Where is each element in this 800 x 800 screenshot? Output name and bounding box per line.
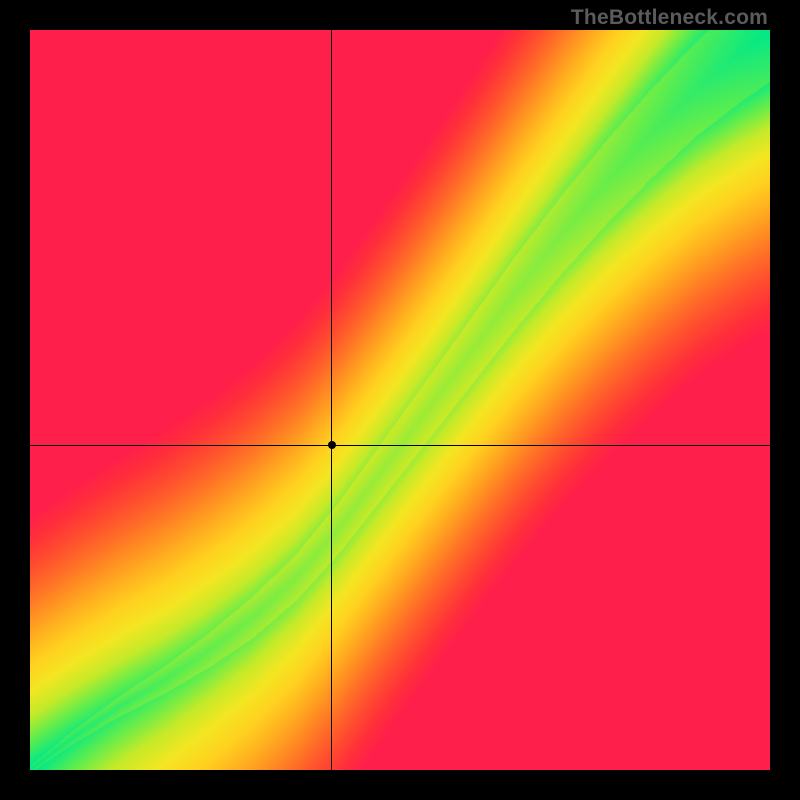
heatmap-canvas <box>30 30 770 770</box>
watermark-label: TheBottleneck.com <box>571 6 768 30</box>
crosshair-horizontal <box>30 445 770 446</box>
crosshair-vertical <box>331 30 332 770</box>
selection-point <box>328 441 336 449</box>
bottleneck-heatmap <box>30 30 770 770</box>
